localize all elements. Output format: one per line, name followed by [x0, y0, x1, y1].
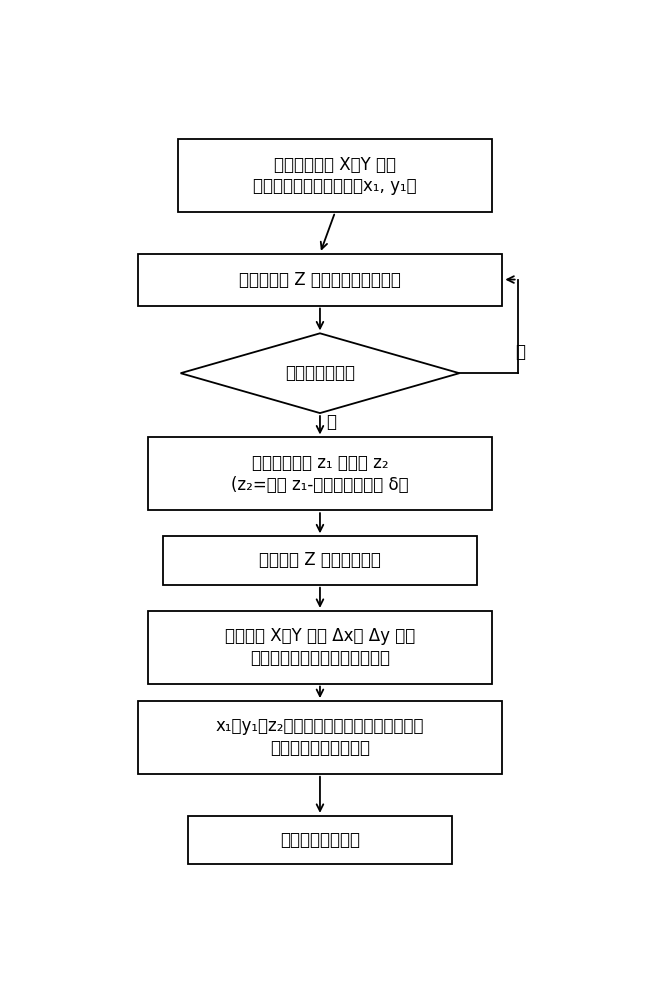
- Text: 完成起始位置确定: 完成起始位置确定: [280, 831, 360, 849]
- Text: 否: 否: [515, 343, 525, 361]
- Text: 确定处于小孔中心位置（x₁, y₁）: 确定处于小孔中心位置（x₁, y₁）: [253, 177, 417, 195]
- Text: 加工机床 X、Y 轴按 Δx、 Δy 调整: 加工机床 X、Y 轴按 Δx、 Δy 调整: [225, 627, 415, 645]
- Text: 是: 是: [326, 413, 336, 431]
- Text: 获取触碰位置 z₁ 后计算 z₂: 获取触碰位置 z₁ 后计算 z₂: [252, 454, 388, 472]
- Text: 确定加工进给起始位置: 确定加工进给起始位置: [270, 739, 370, 757]
- Bar: [137, 254, 502, 306]
- Bar: [148, 437, 492, 510]
- Text: 金属测头与毛细玻璃管电极换位: 金属测头与毛细玻璃管电极换位: [250, 649, 390, 667]
- Text: 金属测头沿 Z 方向接近待加工工件: 金属测头沿 Z 方向接近待加工工件: [239, 271, 401, 289]
- Text: (z₂=实际 z₁-减去对起始间隙 δ）: (z₂=实际 z₁-减去对起始间隙 δ）: [231, 476, 409, 494]
- Text: 加工机床 Z 轴回退至起点: 加工机床 Z 轴回退至起点: [259, 551, 381, 569]
- Text: x₁、y₁、z₂自动赋値至加工机床的加工程序: x₁、y₁、z₂自动赋値至加工机床的加工程序: [216, 717, 424, 735]
- Text: 金属测头基于 X、Y 基准: 金属测头基于 X、Y 基准: [274, 156, 396, 174]
- Bar: [188, 816, 452, 864]
- Bar: [148, 611, 492, 684]
- Bar: [163, 536, 477, 585]
- Text: 有无触碰信号？: 有无触碰信号？: [285, 364, 355, 382]
- Polygon shape: [181, 333, 459, 413]
- Bar: [178, 139, 492, 212]
- Bar: [137, 701, 502, 774]
